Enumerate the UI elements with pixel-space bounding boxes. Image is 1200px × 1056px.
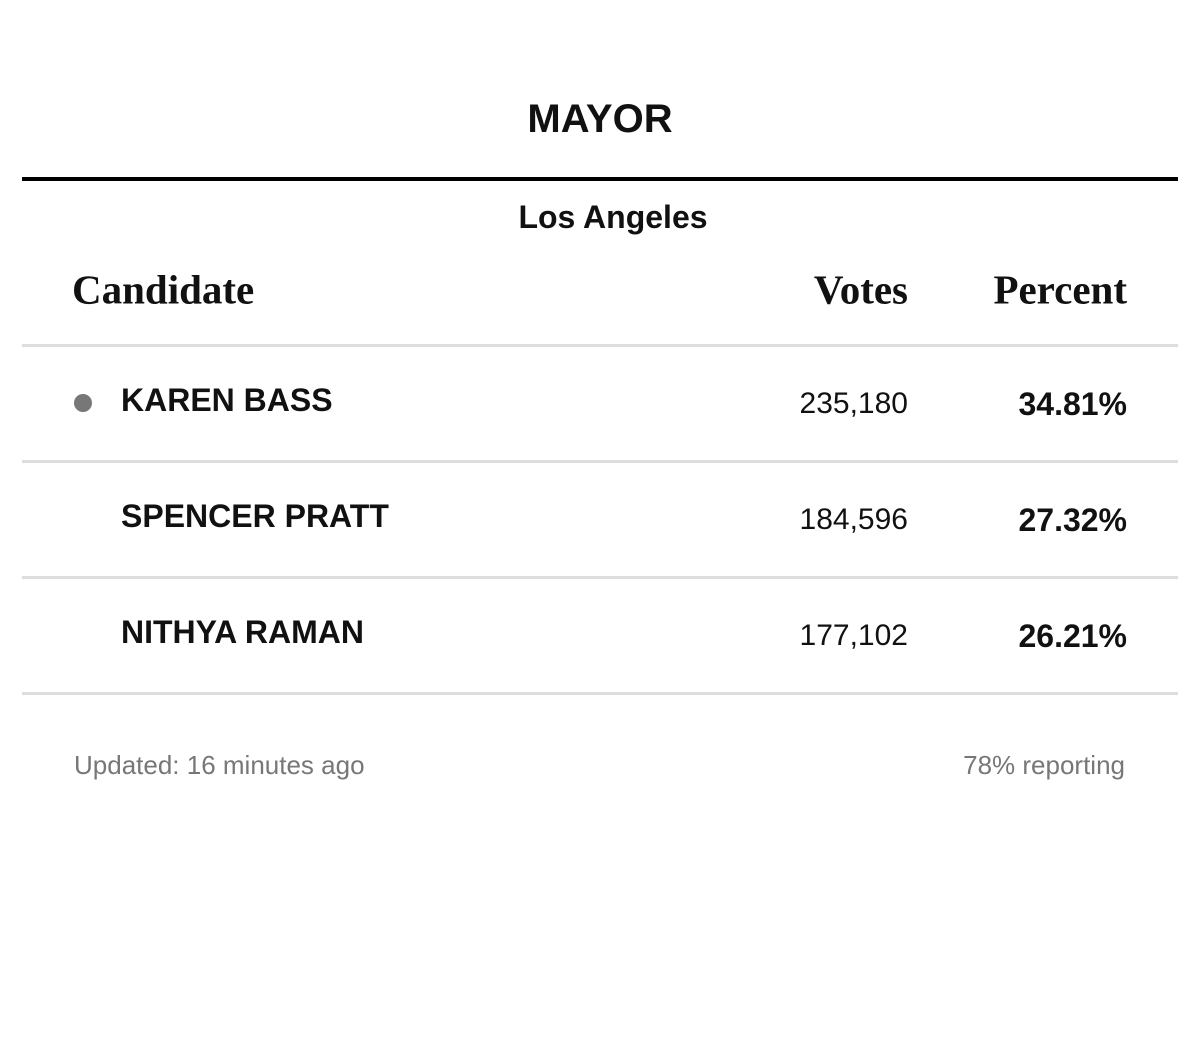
percent: 27.32% [1018, 502, 1127, 538]
region: Los Angeles [518, 199, 708, 235]
candidate-name: SPENCER PRATT [121, 498, 389, 534]
row-rule [22, 344, 1178, 347]
candidate-name: KAREN BASS [121, 382, 333, 418]
percent: 34.81% [1018, 386, 1127, 422]
votes: 235,180 [799, 387, 908, 420]
updated-time: Updated: 16 minutes ago [74, 750, 365, 780]
race-title: MAYOR [527, 97, 673, 141]
header-rule [22, 177, 1178, 181]
row-rule [22, 460, 1178, 463]
percent: 26.21% [1018, 618, 1127, 654]
column-header: Candidate [72, 266, 255, 313]
candidate-name: NITHYA RAMAN [121, 614, 364, 650]
votes: 184,596 [799, 503, 908, 536]
row-rule [22, 576, 1178, 579]
column-header: Percent [993, 266, 1127, 313]
votes: 177,102 [799, 619, 908, 652]
reporting: 78% reporting [963, 750, 1125, 780]
column-header: Votes [813, 266, 908, 313]
leader-dot [74, 394, 92, 412]
row-rule [22, 692, 1178, 695]
